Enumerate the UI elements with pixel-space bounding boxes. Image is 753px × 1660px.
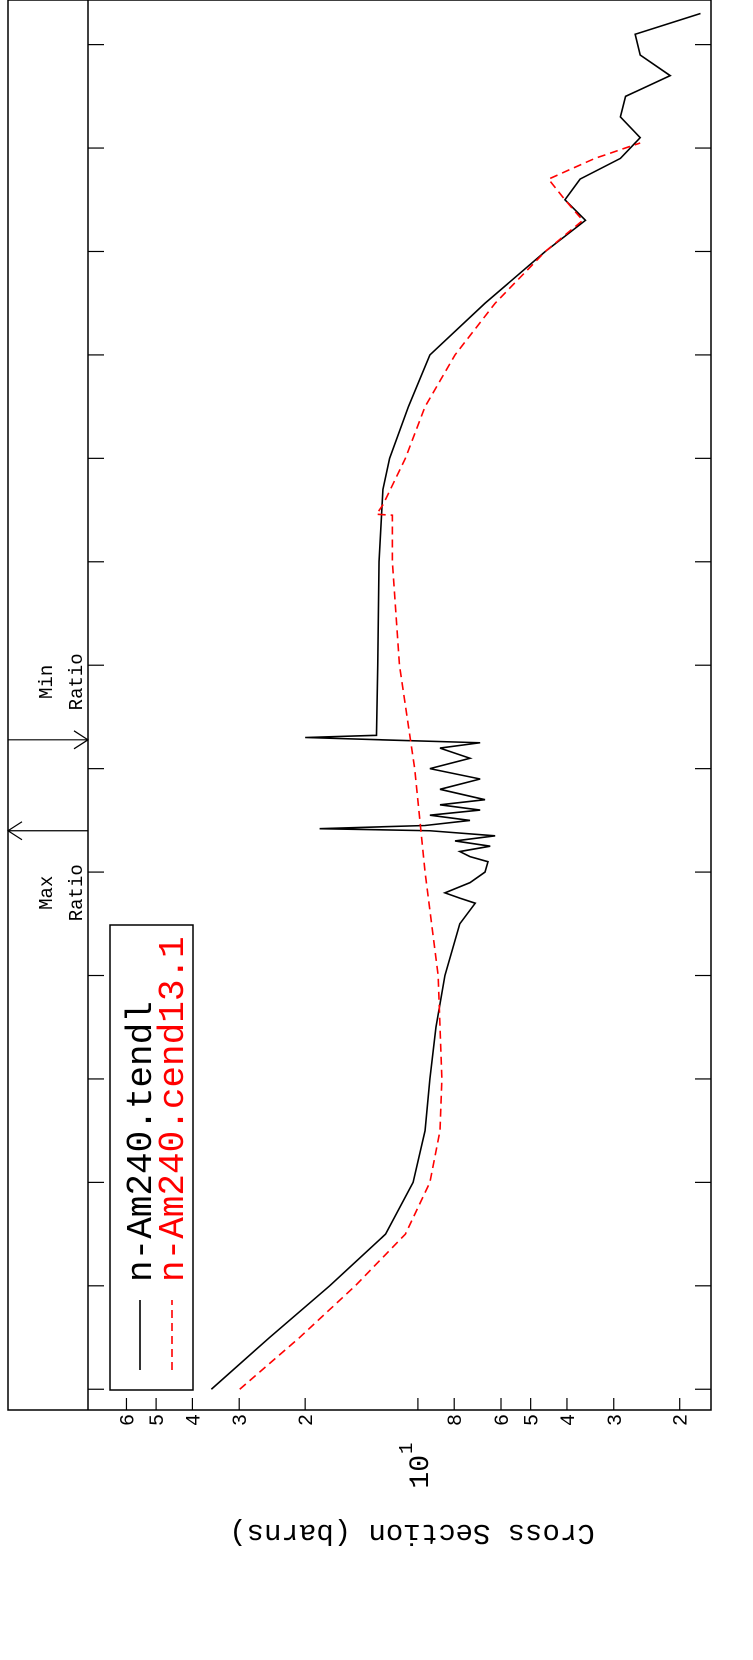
legend-label: n-Am240.cend13.1 (153, 936, 194, 1282)
annotation-text: Ratio (66, 653, 88, 710)
y-tick-label: 4 (183, 1414, 206, 1426)
series-line (210, 12, 701, 1390)
y-tick-label: 4 (558, 1414, 581, 1426)
legend-box (109, 924, 194, 1391)
annotation-text: Max (36, 876, 58, 910)
y-tick-label: 2 (671, 1414, 694, 1426)
y-tick-exponent: 1 (396, 1443, 418, 1454)
y-tick-label: 3 (605, 1414, 628, 1426)
y-axis-label: Cross Section (barns) (229, 1516, 594, 1549)
annotation-text: Min (36, 665, 58, 699)
y-tick-label: 10 (406, 1455, 437, 1489)
y-tick-label: 2 (296, 1414, 319, 1426)
y-tick-label: 5 (147, 1414, 170, 1426)
plot-group: Cross Section (barns) 23456810123456n-Am… (6, 0, 712, 1549)
annotation-arrowhead (6, 821, 23, 841)
y-tick-label: 6 (117, 1414, 140, 1426)
plot-frame (7, 0, 712, 1411)
y-tick-label: 3 (230, 1414, 253, 1426)
y-tick-label: 5 (522, 1414, 545, 1426)
legend-label: n-Am240.tendl (121, 1001, 162, 1282)
y-tick-label: 8 (445, 1414, 468, 1426)
series-line (239, 142, 641, 1390)
annotation-arrowhead (73, 730, 90, 750)
annotation-text: Ratio (66, 864, 88, 921)
y-tick-label: 6 (492, 1414, 515, 1426)
